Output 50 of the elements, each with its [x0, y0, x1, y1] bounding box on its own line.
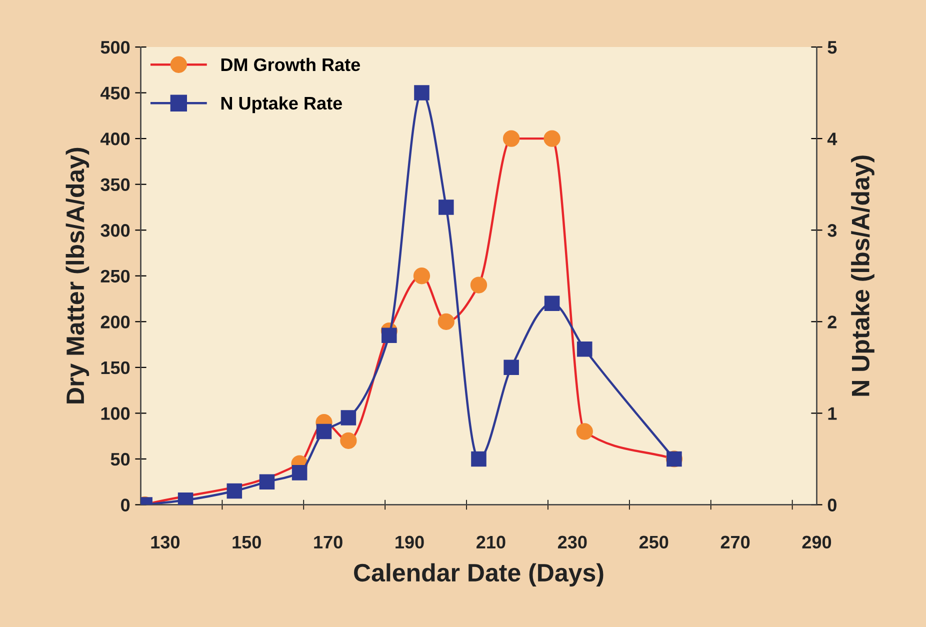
y-tick-label: 200: [100, 316, 130, 328]
y2-tick-label: 0: [828, 498, 836, 512]
x-axis-title: Calendar Date (Days): [354, 563, 604, 587]
point: [438, 200, 454, 215]
point: [576, 423, 593, 440]
y-axis-title: Dry Matter (lbs/A/day): [66, 148, 90, 404]
y-tick-label: 500: [100, 40, 130, 54]
y-tick-label: 300: [100, 224, 130, 237]
point: [504, 360, 519, 376]
y-tick-label: 150: [101, 361, 130, 374]
y2-tick-label: 2: [828, 316, 836, 328]
point: [576, 341, 592, 357]
y-tick-label: 400: [100, 132, 130, 146]
point: [382, 328, 397, 344]
y2-tick-label: 4: [827, 132, 838, 146]
point: [340, 432, 357, 449]
y2-tick-label: 3: [828, 224, 837, 237]
y-tick-label: 100: [101, 407, 130, 420]
y-tick-label: 50: [110, 452, 130, 466]
point: [471, 451, 486, 467]
x-tick-label: 130: [151, 536, 180, 549]
x-tick-label: 230: [558, 536, 587, 549]
y-tick-label: 0: [121, 498, 130, 512]
point: [259, 474, 275, 490]
legend-label: N Uptake Rate: [221, 96, 342, 114]
x-tick-label: 290: [802, 536, 832, 549]
point: [470, 276, 488, 294]
x-tick-label: 270: [720, 536, 750, 549]
y2-axis-title: N Uptake (lbs/A/day): [851, 156, 874, 396]
point: [502, 130, 520, 147]
point: [438, 313, 454, 330]
x-tick-label: 190: [396, 536, 424, 549]
x-tick-label: 210: [476, 536, 506, 549]
point: [292, 465, 308, 480]
y-tick-label: 250: [100, 270, 130, 283]
x-tick-label: 170: [314, 536, 342, 549]
point: [340, 410, 356, 426]
y-tick-label: 350: [100, 178, 130, 192]
point: [413, 268, 430, 284]
x-tick-label: 250: [639, 536, 668, 549]
point: [414, 85, 430, 100]
y2-tick-label: 5: [828, 41, 837, 54]
y2-tick-label: 1: [828, 407, 837, 420]
point: [226, 483, 242, 499]
point: [544, 130, 560, 147]
point: [316, 424, 332, 440]
point: [544, 296, 560, 311]
legend-label: DM Growth Rate: [221, 58, 360, 72]
y-tick-label: 450: [100, 86, 130, 100]
x-tick-label: 150: [232, 536, 261, 549]
